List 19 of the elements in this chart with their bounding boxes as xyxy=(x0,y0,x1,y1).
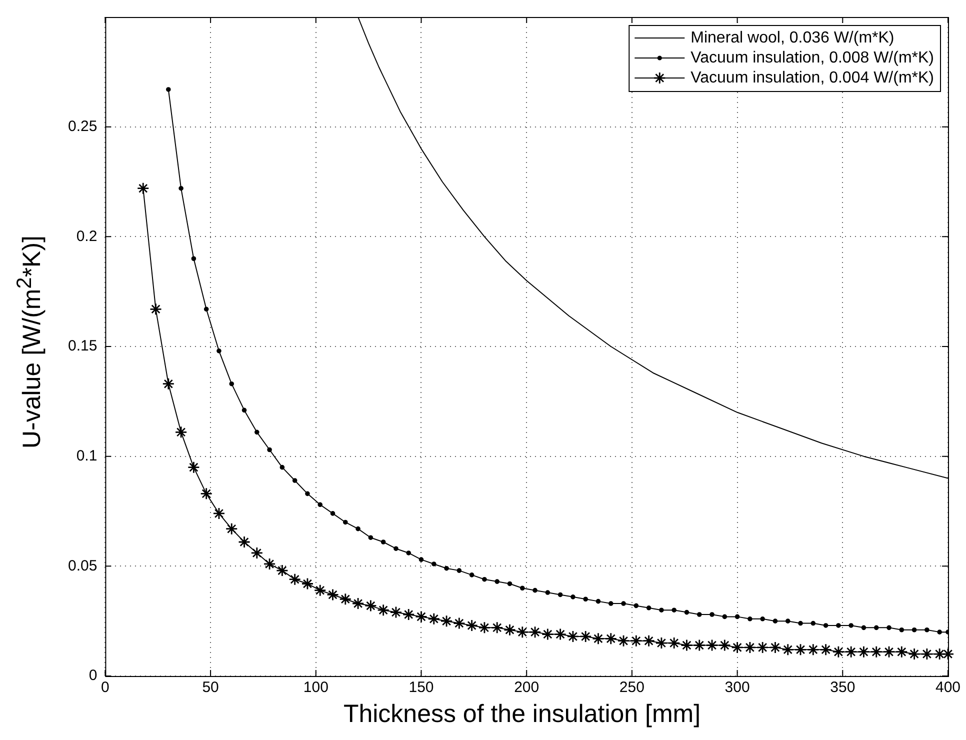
legend-label: Vacuum insulation, 0.008 W/(m*K) xyxy=(690,49,934,66)
x-tick-label: 350 xyxy=(830,679,856,696)
x-tick-label: 150 xyxy=(408,679,434,696)
y-tick-label: 0 xyxy=(88,667,98,684)
legend-label: Vacuum insulation, 0.004 W/(m*K) xyxy=(690,69,934,86)
y-tick-label: 0.05 xyxy=(68,557,98,574)
x-tick-label: 100 xyxy=(303,679,328,696)
x-tick-label: 0 xyxy=(101,679,110,696)
x-tick-label: 200 xyxy=(514,679,540,696)
x-tick-label: 50 xyxy=(202,679,219,696)
y-tick-label: 0.25 xyxy=(68,118,98,135)
legend-label: Mineral wool, 0.036 W/(m*K) xyxy=(690,29,894,46)
y-tick-label: 0.2 xyxy=(76,228,98,245)
y-tick-label: 0.1 xyxy=(76,447,98,464)
x-tick-label: 400 xyxy=(935,679,961,696)
x-tick-label: 250 xyxy=(619,679,644,696)
x-axis-title: Thickness of the insulation [mm] xyxy=(342,700,702,729)
x-tick-label: 300 xyxy=(724,679,750,696)
y-tick-label: 0.15 xyxy=(68,338,98,355)
